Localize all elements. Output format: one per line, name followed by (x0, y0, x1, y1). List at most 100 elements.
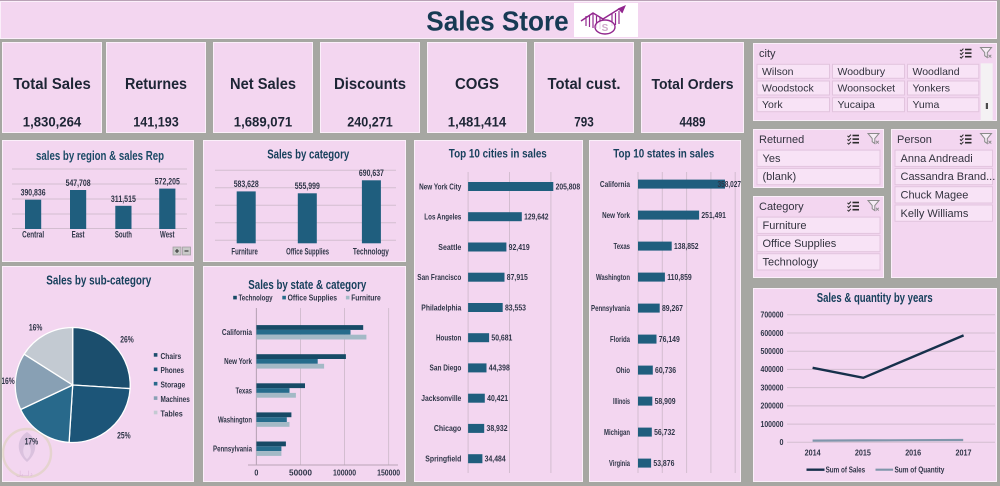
svg-text:358,027: 358,027 (718, 179, 742, 189)
svg-text:East: East (72, 230, 85, 240)
svg-text:Pennsylvania: Pennsylvania (591, 303, 630, 313)
svg-text:Ohio: Ohio (616, 365, 630, 375)
svg-text:sales by region & sales Rep: sales by region & sales Rep (36, 148, 164, 163)
svg-text:793: 793 (574, 115, 594, 130)
svg-text:0: 0 (254, 469, 258, 478)
svg-text:(blank): (blank) (762, 171, 796, 183)
svg-text:1,830,264: 1,830,264 (23, 115, 82, 130)
svg-text:Springfield: Springfield (425, 453, 461, 463)
svg-text:311,515: 311,515 (111, 194, 136, 204)
svg-text:Returned: Returned (759, 134, 804, 146)
svg-text:92,419: 92,419 (509, 242, 530, 252)
svg-text:16%: 16% (2, 376, 15, 386)
svg-text:Technology: Technology (239, 293, 273, 302)
svg-text:390,836: 390,836 (21, 188, 46, 198)
svg-text:50000: 50000 (289, 469, 312, 478)
svg-text:San Diego: San Diego (430, 363, 462, 373)
svg-text:240,271: 240,271 (347, 115, 393, 130)
svg-text:city: city (759, 48, 776, 60)
svg-text:Sales by category: Sales by category (267, 146, 350, 161)
svg-text:California: California (222, 327, 252, 337)
svg-text:Cassandra Brand...: Cassandra Brand... (900, 171, 995, 183)
svg-text:Yes: Yes (762, 152, 780, 164)
svg-text:Texas: Texas (236, 385, 253, 395)
svg-text:58,909: 58,909 (655, 396, 676, 406)
svg-text:Technology: Technology (762, 256, 818, 268)
svg-text:200000: 200000 (760, 402, 783, 411)
svg-text:Office Supplies: Office Supplies (288, 293, 338, 302)
svg-text:251,491: 251,491 (701, 210, 726, 220)
svg-text:Top 10 cities in sales: Top 10 cities in sales (449, 149, 547, 161)
svg-text:San Francisco: San Francisco (417, 272, 461, 282)
svg-text:New York: New York (602, 210, 630, 220)
svg-text:16%: 16% (29, 323, 43, 333)
svg-text:700000: 700000 (760, 311, 783, 320)
svg-text:Office Supplies: Office Supplies (762, 238, 836, 250)
svg-text:Sales Store: Sales Store (426, 6, 568, 37)
svg-text:Technology: Technology (353, 247, 389, 257)
svg-text:Sales by state & category: Sales by state & category (248, 277, 367, 292)
svg-text:Central: Central (22, 230, 44, 240)
svg-text:Yucaipa: Yucaipa (837, 99, 875, 111)
svg-text:1,689,071: 1,689,071 (234, 115, 293, 130)
svg-text:Furniture: Furniture (351, 293, 381, 302)
svg-text:150000: 150000 (377, 469, 400, 478)
svg-text:Office Supplies: Office Supplies (286, 247, 329, 257)
svg-text:Washington: Washington (218, 414, 252, 424)
svg-text:Houston: Houston (436, 333, 461, 343)
svg-text:Seattle: Seattle (438, 242, 461, 252)
svg-text:Woodstock: Woodstock (762, 83, 814, 95)
svg-text:44,398: 44,398 (489, 363, 510, 373)
svg-text:500000: 500000 (760, 347, 783, 356)
svg-text:87,915: 87,915 (507, 272, 528, 282)
svg-text:53,876: 53,876 (653, 458, 674, 468)
svg-text:138,852: 138,852 (674, 241, 699, 251)
svg-text:Chuck Magee: Chuck Magee (900, 189, 968, 201)
svg-text:Sum of Quantity: Sum of Quantity (894, 465, 944, 475)
svg-text:Woonsocket: Woonsocket (837, 83, 895, 95)
svg-text:2016: 2016 (905, 448, 921, 458)
svg-text:Virginia: Virginia (609, 458, 630, 468)
svg-text:Kelly Williams: Kelly Williams (900, 207, 968, 219)
svg-text:Los Angeles: Los Angeles (424, 212, 461, 222)
svg-text:56,732: 56,732 (654, 427, 675, 437)
svg-text:Tables: Tables (161, 408, 183, 418)
svg-text:Sum of Sales: Sum of Sales (825, 465, 865, 475)
svg-text:Pennsylvania: Pennsylvania (213, 444, 252, 454)
svg-text:New York: New York (224, 356, 252, 366)
svg-text:Person: Person (897, 134, 932, 146)
svg-text:547,708: 547,708 (66, 178, 91, 188)
svg-text:25%: 25% (117, 430, 131, 440)
svg-text:690,637: 690,637 (359, 168, 384, 178)
svg-text:Furniture: Furniture (762, 219, 806, 231)
svg-text:Net Sales: Net Sales (230, 76, 296, 93)
svg-text:Texas: Texas (614, 241, 631, 251)
svg-text:Machines: Machines (161, 394, 190, 404)
svg-text:400000: 400000 (760, 365, 783, 374)
svg-text:555,999: 555,999 (295, 181, 320, 191)
svg-text:Chicago: Chicago (434, 423, 461, 433)
svg-text:583,628: 583,628 (234, 179, 259, 189)
svg-text:Michigan: Michigan (604, 427, 630, 437)
svg-text:Storage: Storage (161, 380, 186, 390)
svg-text:Top 10 states in sales: Top 10 states in sales (613, 149, 714, 161)
svg-text:Chairs: Chairs (161, 351, 182, 361)
svg-text:38,932: 38,932 (487, 423, 508, 433)
svg-text:Florida: Florida (610, 334, 630, 344)
svg-text:Total Sales: Total Sales (13, 76, 91, 93)
svg-text:Returnes: Returnes (125, 76, 187, 93)
svg-text:76,149: 76,149 (659, 334, 680, 344)
svg-text:129,642: 129,642 (524, 212, 549, 222)
svg-text:Furniture: Furniture (231, 247, 257, 257)
svg-text:Category: Category (759, 201, 804, 213)
svg-text:50,681: 50,681 (491, 333, 512, 343)
svg-text:York: York (762, 99, 783, 111)
svg-text:Woodbury: Woodbury (837, 66, 885, 78)
svg-text:Discounts: Discounts (334, 76, 406, 93)
svg-text:Illinois: Illinois (613, 396, 630, 406)
svg-text:34,484: 34,484 (485, 453, 506, 463)
svg-text:60,736: 60,736 (655, 365, 676, 375)
svg-text:300000: 300000 (760, 383, 783, 392)
svg-text:Yonkers: Yonkers (912, 83, 950, 95)
svg-text:Wilson: Wilson (762, 66, 794, 78)
